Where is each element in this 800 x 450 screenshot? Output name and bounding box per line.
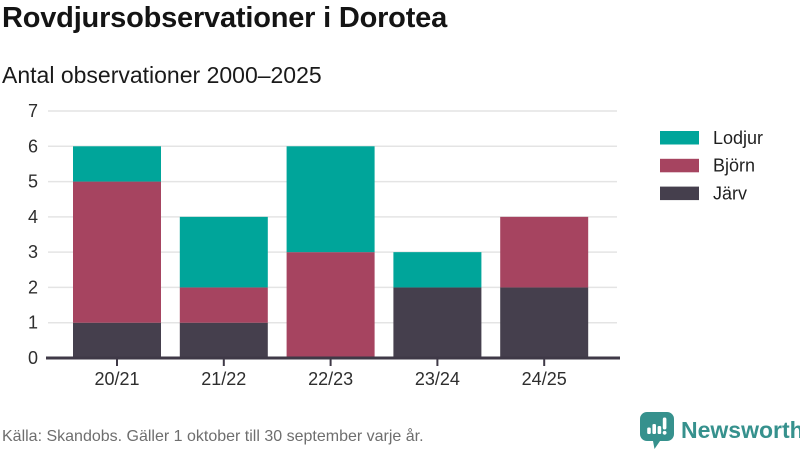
bar-segment-björn <box>73 181 161 323</box>
y-tick-label: 2 <box>28 277 38 297</box>
source-note: Källa: Skandobs. Gäller 1 oktober till 3… <box>2 428 424 445</box>
legend-swatch-björn <box>660 158 699 173</box>
bar-chart-speech-bubble-icon <box>640 412 674 449</box>
x-tick-label: 24/25 <box>522 369 567 389</box>
bar-segment-järv <box>179 322 268 358</box>
legend-label-lodjur: Lodjur <box>713 128 763 148</box>
chart-subtitle: Antal observationer 2000–2025 <box>2 62 322 88</box>
bar-segment-björn <box>179 287 268 323</box>
legend-swatch-lodjur <box>660 131 699 145</box>
y-tick-label: 7 <box>28 101 38 121</box>
legend-swatch-järv <box>660 186 699 201</box>
bar-segment-lodjur <box>73 146 161 182</box>
bar-segment-björn <box>286 252 375 358</box>
y-tick-label: 1 <box>28 313 38 333</box>
y-tick-label: 4 <box>28 207 38 227</box>
y-tick-label: 3 <box>28 242 38 262</box>
bar-segment-järv <box>393 287 482 358</box>
y-tick-label: 5 <box>28 172 38 192</box>
bar-segment-lodjur <box>393 252 482 288</box>
bar-segment-lodjur <box>286 146 375 253</box>
bar-segment-järv <box>500 287 589 358</box>
legend-label-björn: Björn <box>713 156 755 176</box>
y-tick-label: 6 <box>28 136 38 156</box>
newsworthy-logo: Newsworthy <box>640 412 800 449</box>
chart-title: Rovdjursobservationer i Dorotea <box>2 2 448 34</box>
bar-segment-järv <box>73 322 161 358</box>
x-tick-label: 20/21 <box>94 369 139 389</box>
bar-segment-björn <box>500 216 589 288</box>
x-tick-label: 23/24 <box>415 369 460 389</box>
legend-label-järv: Järv <box>713 183 747 203</box>
bar-segment-lodjur <box>179 216 268 288</box>
x-tick-label: 22/23 <box>308 369 353 389</box>
y-tick-label: 0 <box>28 348 38 368</box>
newsworthy-logo-text: Newsworthy <box>681 417 800 443</box>
x-tick-label: 21/22 <box>201 369 246 389</box>
